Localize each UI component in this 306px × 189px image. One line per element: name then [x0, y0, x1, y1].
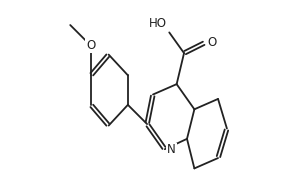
- Text: O: O: [207, 36, 217, 49]
- Text: O: O: [86, 39, 95, 52]
- Text: HO: HO: [149, 17, 167, 30]
- Text: N: N: [167, 143, 176, 156]
